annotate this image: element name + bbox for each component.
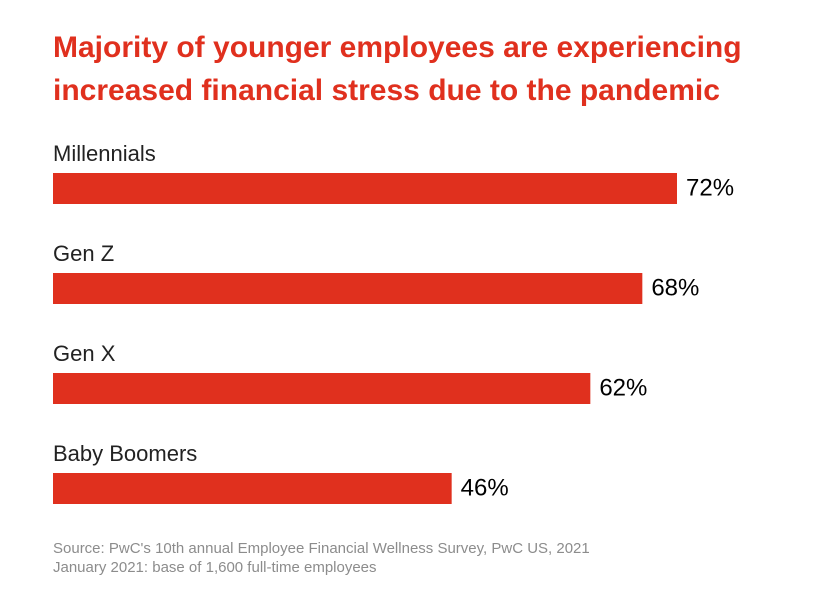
bar bbox=[53, 273, 643, 304]
source: Source: PwC's 10th annual Employee Finan… bbox=[53, 540, 590, 557]
value-label: 68% bbox=[651, 274, 699, 301]
bar bbox=[53, 473, 452, 504]
note: January 2021: base of 1,600 full-time em… bbox=[53, 559, 377, 576]
value-label: 62% bbox=[599, 374, 647, 401]
category-label: Gen Z bbox=[53, 241, 114, 266]
category-label: Baby Boomers bbox=[53, 441, 197, 466]
category-label: Gen X bbox=[53, 341, 116, 366]
bar bbox=[53, 173, 677, 204]
category-label: Millennials bbox=[53, 141, 156, 166]
value-label: 72% bbox=[686, 174, 734, 201]
chart: Millennials 72% Gen Z 68% Gen X 62% Baby Boome… bbox=[53, 141, 734, 504]
chart-title: Majority of younger employees are experi… bbox=[53, 31, 742, 107]
bar bbox=[53, 373, 591, 404]
value-label: 46% bbox=[461, 474, 509, 501]
